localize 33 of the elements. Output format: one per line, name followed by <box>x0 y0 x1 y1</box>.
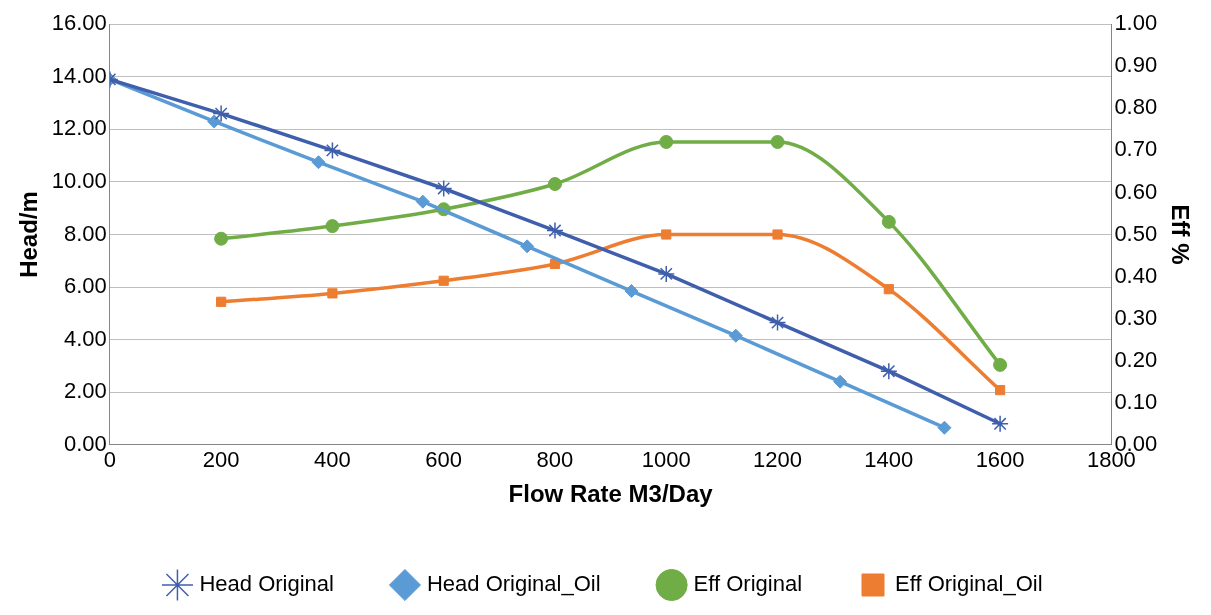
y-tick-label: 6.00 <box>64 273 107 299</box>
x-tick-label: 200 <box>202 447 240 473</box>
y-tick-label: 8.00 <box>64 220 107 246</box>
x-tick-label: 400 <box>314 447 351 473</box>
x-axis-title: Flow Rate M3/Day <box>508 480 714 508</box>
y2-tick-label: 0.90 <box>1114 52 1158 78</box>
y2-tick-label: 0.50 <box>1114 220 1158 246</box>
y2-tick-label: 0.10 <box>1114 388 1158 414</box>
y2-tick-label: 1.00 <box>1114 10 1158 36</box>
legend-label: Head Original <box>199 571 334 597</box>
y2-tick-label: 0.40 <box>1114 262 1158 288</box>
x-tick-label: 800 <box>536 447 574 473</box>
y2-tick-label: 0.30 <box>1114 304 1158 330</box>
y2-tick-label: 0.80 <box>1114 94 1158 120</box>
legend-label: Head Original_Oil <box>426 571 601 597</box>
x-tick-label: 600 <box>425 447 463 473</box>
y2-axis-title: Eff % <box>1166 204 1194 265</box>
y-tick-label: 14.00 <box>51 62 107 88</box>
y-axis-title: Head/m <box>15 191 43 278</box>
x-tick-label: 1400 <box>864 447 914 473</box>
x-tick-label: 1200 <box>753 447 803 473</box>
y-tick-label: 12.00 <box>51 115 107 141</box>
legend-label: Eff Original <box>693 571 803 597</box>
y2-tick-label: 0.60 <box>1114 178 1158 204</box>
y-tick-label: 2.00 <box>64 378 107 404</box>
x-tick-label: 1600 <box>975 447 1025 473</box>
y2-tick-label: 0.20 <box>1114 346 1158 372</box>
y-tick-label: 4.00 <box>64 325 107 351</box>
x-tick-label: 1000 <box>641 447 691 473</box>
y-tick-label: 10.00 <box>51 167 107 193</box>
legend-label: Eff Original_Oil <box>895 571 1043 597</box>
y-tick-label: 16.00 <box>51 10 107 36</box>
y2-tick-label: 0.70 <box>1114 136 1158 162</box>
